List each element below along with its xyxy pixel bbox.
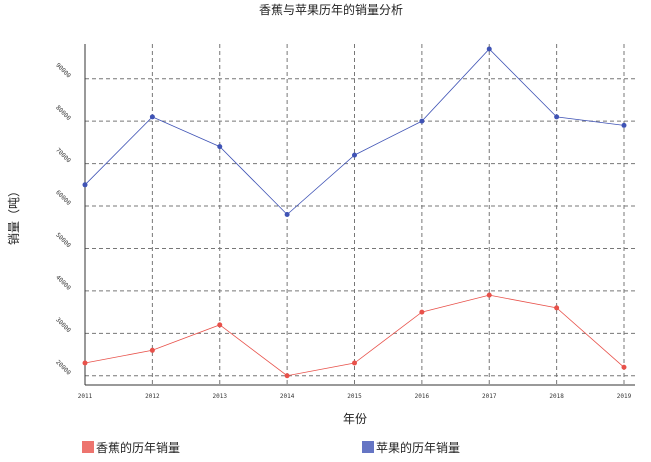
data-point[interactable] xyxy=(486,292,492,298)
x-tick-label: 2018 xyxy=(549,393,564,400)
data-point[interactable] xyxy=(82,182,88,188)
series xyxy=(82,46,627,379)
y-tick-label: 70000 xyxy=(54,147,72,165)
data-point[interactable] xyxy=(419,118,425,124)
legend-swatch[interactable] xyxy=(82,441,94,453)
data-point[interactable] xyxy=(149,114,155,120)
legend-label[interactable]: 苹果的历年销量 xyxy=(376,440,460,455)
data-point[interactable] xyxy=(217,144,223,150)
axes xyxy=(84,44,635,386)
x-tick-label: 2011 xyxy=(78,393,93,400)
data-point[interactable] xyxy=(486,46,492,52)
chart-title: 香蕉与苹果历年的销量分析 xyxy=(259,2,403,17)
data-point[interactable] xyxy=(554,305,560,311)
data-point[interactable] xyxy=(82,360,88,366)
data-point[interactable] xyxy=(621,122,627,128)
data-point[interactable] xyxy=(217,322,223,328)
x-tick-label: 2014 xyxy=(280,393,295,400)
x-tick-label: 2013 xyxy=(213,393,228,400)
tick-labels: 2011 2012 2013 2014 2015 2016 2017 2018 2019 2000… xyxy=(54,62,631,400)
grid xyxy=(85,44,635,385)
x-tick-label: 2016 xyxy=(415,393,430,400)
data-point[interactable] xyxy=(554,114,560,120)
x-tick-label: 2015 xyxy=(347,393,362,400)
x-tick-label: 2012 xyxy=(145,393,160,400)
y-tick-label: 60000 xyxy=(54,189,72,207)
x-axis-title: 年份 xyxy=(343,412,367,426)
x-tick-label: 2017 xyxy=(482,393,497,400)
data-point[interactable] xyxy=(621,364,627,370)
data-point[interactable] xyxy=(284,212,290,217)
y-axis-title: 销量（吨） xyxy=(7,185,21,245)
data-point[interactable] xyxy=(352,152,357,158)
x-tick-label: 2019 xyxy=(617,393,632,400)
y-tick-label: 80000 xyxy=(54,104,72,122)
legend-swatch[interactable] xyxy=(362,441,374,453)
y-tick-label: 20000 xyxy=(54,359,72,377)
y-tick-label: 90000 xyxy=(54,62,72,80)
y-tick-label: 40000 xyxy=(54,274,72,292)
data-point[interactable] xyxy=(284,373,290,379)
data-point[interactable] xyxy=(352,360,357,366)
legend-label[interactable]: 香蕉的历年销量 xyxy=(96,440,180,455)
y-tick-label: 50000 xyxy=(54,232,72,250)
y-tick-label: 30000 xyxy=(54,316,72,334)
data-point[interactable] xyxy=(149,347,155,353)
data-point[interactable] xyxy=(419,309,425,315)
legend: 香蕉的历年销量 苹果的历年销量 xyxy=(82,440,460,455)
